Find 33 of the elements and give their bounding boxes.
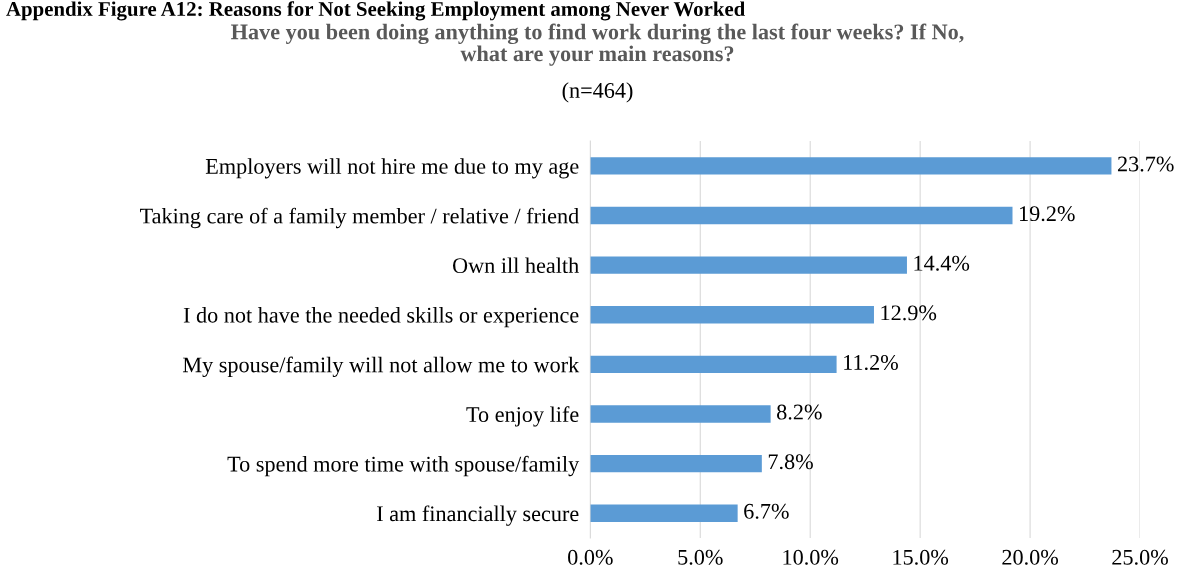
- bar: [590, 306, 874, 324]
- y-tick-label: I do not have the needed skills or experience: [183, 307, 579, 328]
- y-tick-label: To enjoy life: [466, 406, 579, 427]
- data-label: 6.7%: [744, 503, 789, 519]
- bar: [590, 256, 907, 274]
- chart-title: Have you been doing anything to find work during the last four weeks? If No, what are your main reasons?: [231, 23, 964, 66]
- text: Appendix Figure A12: Reasons for Not Seeking Employment among Never Worked: [6, 1, 746, 21]
- y-tick-label: Employers will not hire me due to my age: [205, 158, 579, 179]
- y-tick-label: Own ill health: [452, 257, 579, 274]
- bar: [590, 504, 738, 522]
- x-tick-label: 10.0%: [783, 549, 839, 565]
- data-label: 8.2%: [777, 404, 822, 420]
- data-label: 23.7%: [1117, 156, 1174, 172]
- data-label: 7.8%: [768, 454, 813, 470]
- y-tick-label: I am financially secure: [377, 505, 579, 526]
- x-tick-label: 5.0%: [678, 549, 723, 565]
- x-tick-label: 0.0%: [568, 549, 613, 565]
- chart-subtitle: (n=464): [562, 82, 633, 103]
- bar: [590, 454, 762, 473]
- data-label: 19.2%: [1020, 206, 1075, 222]
- data-label: 11.2%: [844, 354, 898, 371]
- bar: [590, 206, 1013, 225]
- data-label: 12.9%: [881, 305, 937, 321]
- bar: [590, 355, 837, 374]
- bar: [590, 157, 1112, 175]
- y-tick-label: My spouse/family will not allow me to work: [182, 356, 580, 377]
- data-label: 14.4%: [914, 255, 970, 271]
- y-tick-label: To spend more time with spouse/family: [227, 455, 580, 477]
- x-tick-label: 25.0%: [1112, 549, 1168, 565]
- bar: [590, 405, 771, 423]
- x-tick-label: 15.0%: [893, 549, 949, 565]
- x-tick-label: 20.0%: [1002, 549, 1059, 565]
- y-tick-label: Taking care of a family member / relative / friend: [140, 207, 579, 229]
